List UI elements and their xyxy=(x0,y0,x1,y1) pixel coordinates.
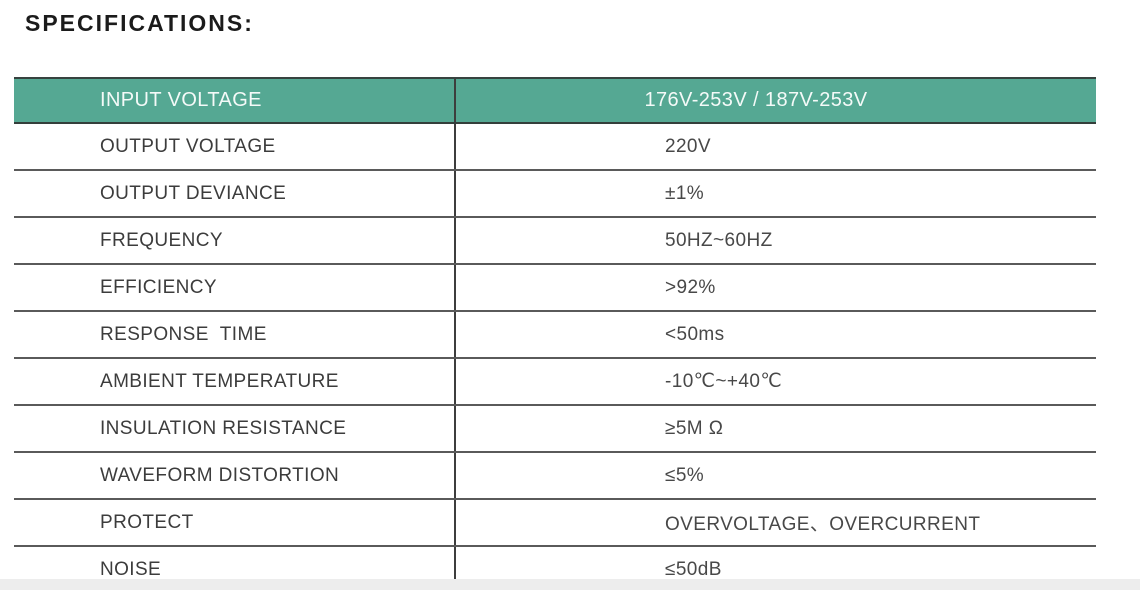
table-header-row: INPUT VOLTAGE 176V-253V / 187V-253V xyxy=(14,79,1096,124)
table-row: PROTECT OVERVOLTAGE、OVERCURRENT xyxy=(14,500,1096,547)
table-row: INSULATION RESISTANCE ≥5M Ω xyxy=(14,406,1096,453)
row-label: AMBIENT TEMPERATURE xyxy=(14,359,456,404)
row-label: RESPONSE TIME xyxy=(14,312,456,357)
specifications-table: INPUT VOLTAGE 176V-253V / 187V-253V OUTP… xyxy=(14,77,1096,590)
table-row: WAVEFORM DISTORTION ≤5% xyxy=(14,453,1096,500)
row-value: 50HZ~60HZ xyxy=(665,229,773,251)
row-label: EFFICIENCY xyxy=(14,265,456,310)
row-value: OVERVOLTAGE、OVERCURRENT xyxy=(665,514,981,535)
row-label: WAVEFORM DISTORTION xyxy=(14,453,456,498)
table-row: EFFICIENCY >92% xyxy=(14,265,1096,312)
row-value: 220V xyxy=(665,135,711,157)
row-label: NOISE xyxy=(14,547,456,590)
table-row: OUTPUT VOLTAGE 220V xyxy=(14,124,1096,171)
row-value: >92% xyxy=(665,276,716,298)
table-row: OUTPUT DEVIANCE ±1% xyxy=(14,171,1096,218)
table-row: RESPONSE TIME <50ms xyxy=(14,312,1096,359)
row-label: PROTECT xyxy=(14,500,456,545)
header-label-cell: INPUT VOLTAGE xyxy=(14,79,456,122)
row-label: OUTPUT VOLTAGE xyxy=(14,124,456,169)
row-value: ≤5% xyxy=(665,464,705,486)
table-row: FREQUENCY 50HZ~60HZ xyxy=(14,218,1096,265)
header-value-cell: 176V-253V / 187V-253V xyxy=(644,89,868,111)
row-value: ≤50dB xyxy=(665,558,722,580)
row-value: ≥5M Ω xyxy=(665,417,724,439)
page-title: SPECIFICATIONS: xyxy=(25,10,254,36)
row-value: -10℃~+40℃ xyxy=(665,371,783,392)
row-value: <50ms xyxy=(665,323,725,345)
row-label: FREQUENCY xyxy=(14,218,456,263)
table-row: AMBIENT TEMPERATURE -10℃~+40℃ xyxy=(14,359,1096,406)
row-label: INSULATION RESISTANCE xyxy=(14,406,456,451)
bottom-strip xyxy=(0,579,1140,590)
row-value: ±1% xyxy=(665,182,705,204)
row-label: OUTPUT DEVIANCE xyxy=(14,171,456,216)
